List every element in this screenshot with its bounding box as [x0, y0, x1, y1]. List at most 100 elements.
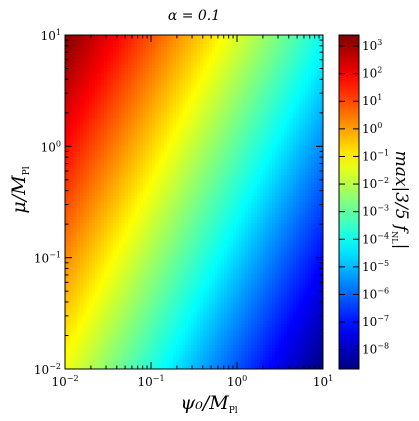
heatmap-cell [134, 225, 138, 230]
heatmap-cell [65, 58, 69, 63]
heatmap-cell [188, 285, 192, 290]
heatmap-cell [89, 142, 93, 146]
heatmap-cell [131, 360, 135, 364]
heatmap-cell [68, 216, 72, 221]
heatmap-cell [134, 166, 138, 170]
heatmap-cell [152, 55, 156, 60]
heatmap-cell [197, 193, 201, 197]
heatmap-cell [155, 199, 159, 203]
heatmap-cell [170, 196, 174, 200]
heatmap-cell [125, 342, 129, 346]
heatmap-cell [92, 258, 96, 263]
heatmap-cell [197, 157, 201, 161]
heatmap-cell [194, 199, 198, 203]
heatmap-cell [152, 112, 156, 117]
heatmap-cell [143, 216, 147, 221]
heatmap-cell [68, 37, 72, 42]
heatmap-cell [137, 255, 141, 260]
heatmap-cell [95, 225, 99, 230]
heatmap-cell [140, 303, 144, 307]
heatmap-cell [113, 282, 117, 287]
heatmap-cell [140, 228, 144, 233]
heatmap-cell [125, 336, 129, 340]
heatmap-cell [164, 46, 168, 51]
heatmap-cell [170, 270, 174, 275]
heatmap-cell [89, 163, 93, 167]
heatmap-cell [152, 151, 156, 155]
heatmap-cell [74, 79, 78, 84]
heatmap-cell [104, 306, 108, 310]
heatmap-cell [134, 249, 138, 254]
heatmap-cell [86, 172, 90, 176]
heatmap-cell [113, 133, 117, 137]
heatmap-cell [170, 273, 174, 278]
heatmap-cell [74, 136, 78, 140]
heatmap-cell [68, 127, 72, 132]
heatmap-cell [89, 312, 93, 316]
heatmap-cell [119, 330, 123, 334]
heatmap-cell [194, 333, 198, 337]
heatmap-cell [116, 342, 120, 346]
heatmap-cell [179, 112, 183, 117]
heatmap-cell [89, 339, 93, 343]
heatmap-cell [95, 252, 99, 257]
heatmap-cell [179, 234, 183, 239]
heatmap-cell [104, 181, 108, 185]
heatmap-cell [89, 193, 93, 197]
heatmap-cell [74, 231, 78, 236]
heatmap-cell [182, 103, 186, 108]
heatmap-cell [92, 336, 96, 340]
heatmap-cell [155, 255, 159, 260]
heatmap-cell [101, 312, 105, 316]
heatmap-cell [125, 118, 129, 123]
heatmap-cell [170, 37, 174, 42]
heatmap-cell [113, 85, 117, 90]
heatmap-cell [170, 187, 174, 191]
heatmap-cell [140, 354, 144, 358]
heatmap-cell [149, 264, 153, 269]
heatmap-cell [101, 175, 105, 179]
heatmap-cell [65, 249, 69, 254]
heatmap-cell [185, 82, 189, 87]
heatmap-cell [98, 363, 102, 367]
heatmap-cell [98, 258, 102, 263]
heatmap-cell [113, 145, 117, 149]
heatmap-cell [74, 210, 78, 215]
heatmap-cell [188, 35, 192, 39]
heatmap-cell [128, 157, 132, 161]
heatmap-cell [137, 219, 141, 224]
heatmap-cell [149, 154, 153, 158]
heatmap-cell [137, 175, 141, 179]
heatmap-cell [179, 190, 183, 194]
heatmap-cell [119, 222, 123, 227]
heatmap-cell [68, 49, 72, 54]
heatmap-cell [173, 46, 177, 51]
heatmap-cell [122, 43, 126, 48]
heatmap-cell [71, 225, 75, 230]
heatmap-cell [77, 297, 81, 302]
heatmap-cell [134, 130, 138, 135]
heatmap-cell [149, 79, 153, 84]
heatmap-cell [182, 216, 186, 221]
heatmap-cell [104, 291, 108, 296]
heatmap-cell [89, 79, 93, 84]
heatmap-cell [143, 213, 147, 218]
heatmap-cell [179, 237, 183, 242]
heatmap-cell [170, 348, 174, 352]
heatmap-cell [149, 222, 153, 227]
heatmap-cell [101, 273, 105, 278]
heatmap-cell [170, 151, 174, 155]
heatmap-cell [134, 240, 138, 245]
heatmap-cell [134, 85, 138, 90]
heatmap-cell [173, 213, 177, 218]
heatmap-cell [110, 312, 114, 316]
heatmap-cell [167, 264, 171, 269]
heatmap-cell [167, 342, 171, 346]
heatmap-cell [155, 136, 159, 140]
heatmap-cell [137, 97, 141, 102]
heatmap-cell [95, 336, 99, 340]
heatmap-cell [68, 270, 72, 275]
heatmap-cell [113, 37, 117, 42]
heatmap-cell [95, 157, 99, 161]
heatmap-cell [182, 246, 186, 251]
